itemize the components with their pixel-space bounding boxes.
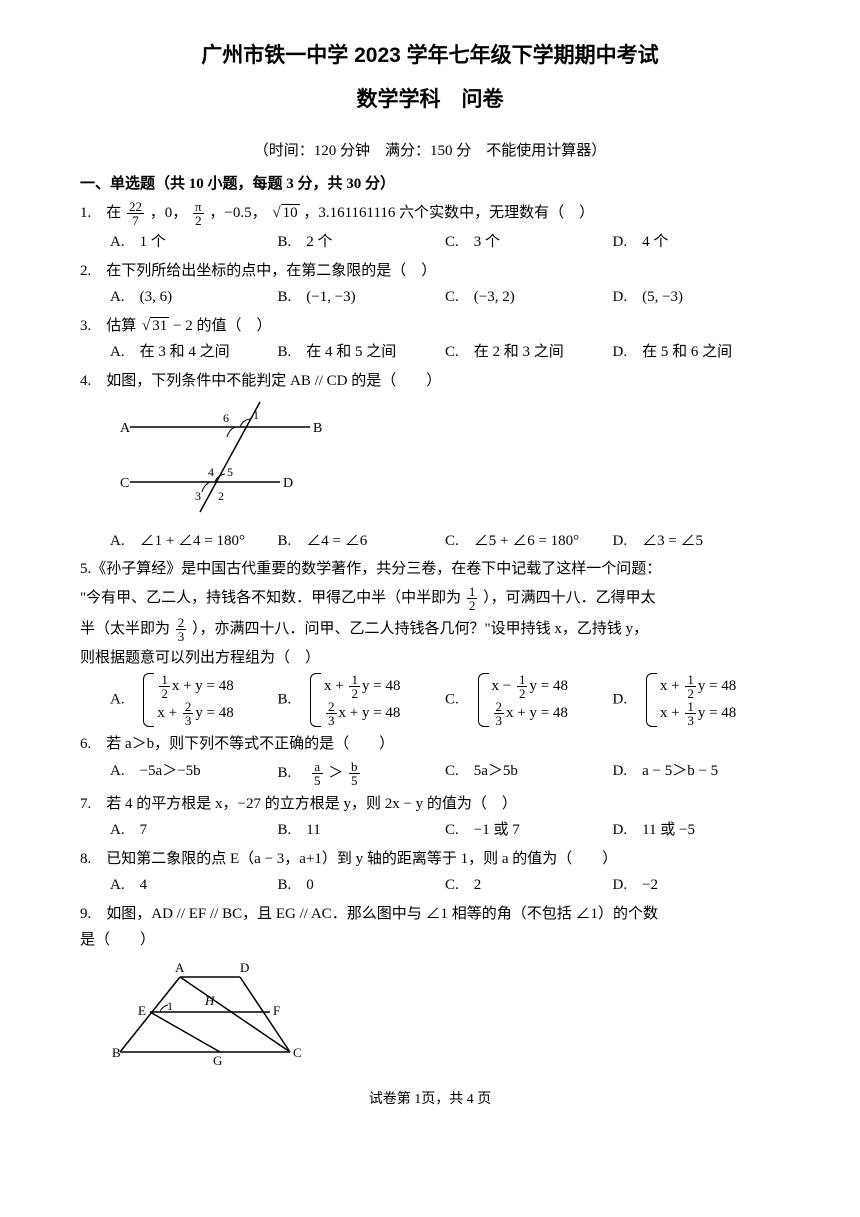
q3-sqrt31: 31 [140, 315, 169, 338]
q3-opt-a: A. 在 3 和 4 之间 [110, 341, 278, 364]
question-4: 4. 如图，下列条件中不能判定 AB // CD 的是（ ） [80, 370, 780, 393]
svg-text:C: C [293, 1045, 302, 1060]
svg-text:1: 1 [253, 408, 259, 422]
q4-opt-d: D. ∠3 = ∠5 [613, 530, 781, 553]
q8-opt-d: D. −2 [613, 874, 781, 897]
svg-text:6: 6 [223, 411, 229, 425]
svg-text:E: E [138, 1003, 146, 1018]
q4-options: A. ∠1 + ∠4 = 180° B. ∠4 = ∠6 C. ∠5 + ∠6 … [80, 530, 780, 553]
q8-opt-a: A. 4 [110, 874, 278, 897]
q2-opt-b: B. (−1, −3) [278, 286, 446, 309]
q3-opt-b: B. 在 4 和 5 之间 [278, 341, 446, 364]
q4-opt-c: C. ∠5 + ∠6 = 180° [445, 530, 613, 553]
q3-pre: 3. 估算 [80, 318, 136, 334]
question-5-line4: 则根据题意可以列出方程组为（ ） [80, 647, 780, 670]
q6-opt-a: A. −5a＞−5b [110, 760, 278, 787]
q7-options: A. 7 B. 11 C. −1 或 7 D. 11 或 −5 [80, 819, 780, 842]
svg-text:2: 2 [218, 489, 224, 503]
svg-text:D: D [283, 476, 293, 491]
q7-opt-b: B. 11 [278, 819, 446, 842]
q5-options: A. 12x + y = 48 x + 23y = 48 B. x + 12y … [80, 673, 780, 727]
question-7: 7. 若 4 的平方根是 x，−27 的立方根是 y，则 2x − y 的值为（… [80, 793, 780, 816]
q1-sqrt10: 10 [270, 202, 299, 225]
question-9-line2: 是（ ） [80, 929, 780, 952]
q5-frac-23: 23 [176, 616, 187, 643]
q9-figure: A D E F B C G H 1 [110, 957, 780, 1075]
q6-opt-b: B. a5 ＞ b5 [278, 760, 446, 787]
question-9-line1: 9. 如图，AD // EF // BC，且 EG // AC．那么图中与 ∠1… [80, 903, 780, 926]
svg-text:C: C [120, 476, 129, 491]
exam-subtitle: 数学学科 问卷 [80, 84, 780, 116]
q1-stem-mid: ，0， [150, 205, 188, 221]
q5-opt-a: A. 12x + y = 48 x + 23y = 48 [110, 673, 278, 727]
q4-opt-a: A. ∠1 + ∠4 = 180° [110, 530, 278, 553]
q7-opt-c: C. −1 或 7 [445, 819, 613, 842]
question-6: 6. 若 a＞b，则下列不等式不正确的是（ ） [80, 733, 780, 756]
q1-opt-b: B. 2 个 [278, 231, 446, 254]
q1-options: A. 1 个 B. 2 个 C. 3 个 D. 4 个 [80, 231, 780, 254]
q6-options: A. −5a＞−5b B. a5 ＞ b5 C. 5a＞5b D. a − 5＞… [80, 760, 780, 787]
q1-stem-pre: 1. 在 [80, 205, 121, 221]
q5-opt-b: B. x + 12y = 48 23x + y = 48 [278, 673, 446, 727]
q1-frac-pi-2: π2 [193, 200, 204, 227]
section-1-header: 一、单选题（共 10 小题，每题 3 分，共 30 分） [80, 173, 780, 196]
svg-text:5: 5 [227, 465, 233, 479]
q1-stem-mid2: ，−0.5， [209, 205, 266, 221]
svg-text:3: 3 [195, 489, 201, 503]
q2-options: A. (3, 6) B. (−1, −3) C. (−3, 2) D. (5, … [80, 286, 780, 309]
svg-text:A: A [120, 421, 131, 436]
q7-opt-a: A. 7 [110, 819, 278, 842]
q5-sys-a: 12x + y = 48 x + 23y = 48 [143, 673, 233, 727]
question-8: 8. 已知第二象限的点 E（a − 3，a+1）到 y 轴的距离等于 1，则 a… [80, 848, 780, 871]
svg-text:B: B [112, 1045, 121, 1060]
q3-options: A. 在 3 和 4 之间 B. 在 4 和 5 之间 C. 在 2 和 3 之… [80, 341, 780, 364]
q5-frac-half: 12 [467, 585, 478, 612]
q1-stem-post: ，3.161161116 六个实数中，无理数有（ ） [303, 205, 594, 221]
svg-text:H: H [204, 993, 215, 1008]
svg-text:1: 1 [167, 999, 173, 1013]
question-3: 3. 估算 31 − 2 的值（ ） [80, 315, 780, 338]
svg-text:D: D [240, 960, 249, 975]
question-5-line3: 半（太半即为 23 ），亦满四十八．问甲、乙二人持钱各几何？"设甲持钱 x，乙持… [80, 616, 780, 643]
question-5-line2: "今有甲、乙二人，持钱各不知数．甲得乙中半（中半即为 12 ），可满四十八．乙得… [80, 585, 780, 612]
svg-text:A: A [175, 960, 185, 975]
q4-figure: A B C D 1 6 4 5 3 2 [110, 397, 780, 525]
exam-meta: （时间：120 分钟 满分：150 分 不能使用计算器） [80, 140, 780, 163]
q3-opt-d: D. 在 5 和 6 之间 [613, 341, 781, 364]
svg-text:B: B [313, 421, 322, 436]
svg-text:F: F [273, 1003, 280, 1018]
q6-opt-c: C. 5a＞5b [445, 760, 613, 787]
q8-options: A. 4 B. 0 C. 2 D. −2 [80, 874, 780, 897]
q5-sys-b: x + 12y = 48 23x + y = 48 [310, 673, 400, 727]
svg-text:G: G [213, 1053, 222, 1067]
q8-opt-c: C. 2 [445, 874, 613, 897]
q4-opt-b: B. ∠4 = ∠6 [278, 530, 446, 553]
q5-sys-d: x + 12y = 48 x + 13y = 48 [646, 673, 736, 727]
q1-opt-d: D. 4 个 [613, 231, 781, 254]
q8-opt-b: B. 0 [278, 874, 446, 897]
svg-text:4: 4 [208, 465, 214, 479]
page-footer: 试卷第 1页，共 4 页 [80, 1089, 780, 1110]
q2-opt-c: C. (−3, 2) [445, 286, 613, 309]
question-1: 1. 在 227 ，0， π2 ，−0.5， 10 ，3.161161116 六… [80, 200, 780, 227]
q1-opt-c: C. 3 个 [445, 231, 613, 254]
q7-opt-d: D. 11 或 −5 [613, 819, 781, 842]
q5-sys-c: x − 12y = 48 23x + y = 48 [478, 673, 568, 727]
q1-opt-a: A. 1 个 [110, 231, 278, 254]
q1-frac-22-7: 227 [127, 200, 144, 227]
q2-opt-a: A. (3, 6) [110, 286, 278, 309]
q3-post: − 2 的值（ ） [173, 318, 271, 334]
q5-opt-c: C. x − 12y = 48 23x + y = 48 [445, 673, 613, 727]
q6-opt-d: D. a − 5＞b − 5 [613, 760, 781, 787]
question-5-line1: 5.《孙子算经》是中国古代重要的数学著作，共分三卷，在卷下中记载了这样一个问题： [80, 558, 780, 581]
exam-title: 广州市铁一中学 2023 学年七年级下学期期中考试 [80, 40, 780, 72]
q3-opt-c: C. 在 2 和 3 之间 [445, 341, 613, 364]
q5-opt-d: D. x + 12y = 48 x + 13y = 48 [613, 673, 781, 727]
question-2: 2. 在下列所给出坐标的点中，在第二象限的是（ ） [80, 260, 780, 283]
q2-opt-d: D. (5, −3) [613, 286, 781, 309]
